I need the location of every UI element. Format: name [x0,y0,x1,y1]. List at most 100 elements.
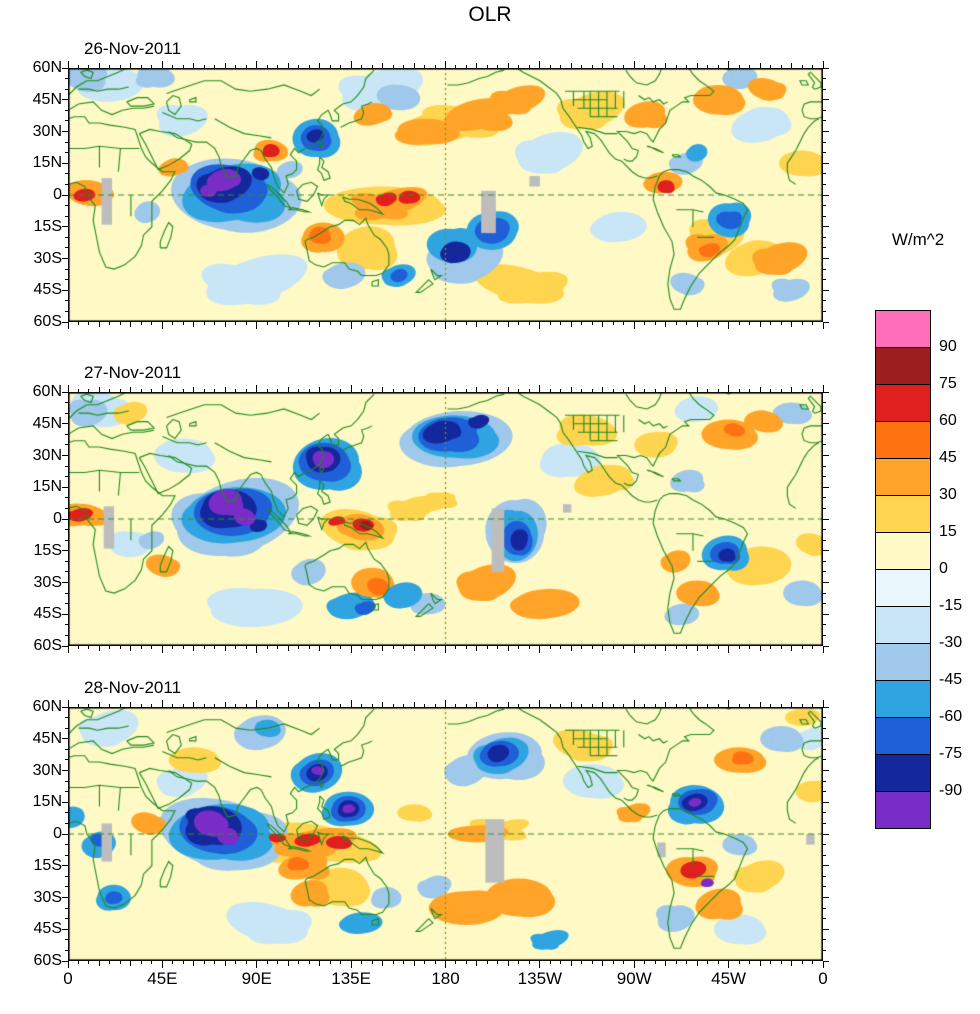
colorbar-swatch [875,347,931,385]
tick-mark [382,702,384,707]
tick-mark [823,152,826,154]
lon-tick-label: 90W [616,969,652,988]
tick-mark [65,310,68,312]
tick-mark [392,704,394,707]
tick-mark [507,646,509,651]
tick-mark [823,289,829,291]
tick-mark [696,961,698,966]
tick-mark [738,961,740,964]
tick-mark [749,389,751,392]
tick-mark [549,322,551,325]
tick-mark [570,387,572,392]
tick-mark [665,702,667,707]
tick-mark [486,961,488,964]
tick-mark [65,812,68,814]
tick-mark [539,700,541,707]
tick-mark [823,592,826,594]
tick-mark [172,646,174,649]
tick-mark [65,748,68,750]
tick-mark [581,65,583,68]
tick-mark [182,961,184,964]
lat-tick-label: 0 [53,825,62,842]
tick-mark [245,646,247,649]
tick-mark [65,279,68,281]
tick-mark [62,226,68,228]
tick-mark [65,918,68,920]
tick-mark [633,961,635,968]
lat-tick-label: 45S [33,605,62,623]
tick-mark [266,389,268,392]
tick-mark [224,646,226,651]
lat-tick-label: 60S [33,313,62,330]
tick-mark [98,63,100,68]
map-panel-1: 26-Nov-2011 60N 45N 30N 15N 0 15S 30S 45S 60S [33,39,829,330]
tick-mark [823,907,826,909]
tick-mark [823,268,826,270]
tick-mark [424,961,426,964]
tick-mark [298,961,300,964]
tick-mark [823,120,826,122]
tick-mark [298,704,300,707]
tick-mark [823,402,826,404]
tick-mark [549,961,551,964]
tick-mark [633,700,635,707]
tick-mark [382,961,384,966]
tick-mark [696,702,698,707]
tick-mark [266,646,268,649]
tick-mark [424,389,426,392]
tick-mark [403,961,405,964]
tick-mark [486,389,488,392]
tick-mark [823,205,826,207]
tick-mark [612,322,614,325]
tick-mark [823,886,826,888]
tick-mark [823,391,829,393]
tick-mark [445,61,446,68]
tick-mark [203,65,205,68]
tick-mark [65,717,68,719]
tick-mark [497,961,499,964]
tick-mark [340,704,342,707]
tick-mark [823,310,826,312]
tick-mark [98,387,100,392]
tick-mark [602,702,604,707]
tick-mark [382,322,384,327]
tick-mark [235,322,237,325]
tick-mark [203,322,205,325]
tick-mark [644,65,646,68]
tick-mark [277,961,279,964]
tick-mark [654,646,656,649]
tick-mark [161,700,163,707]
tick-mark [455,389,457,392]
tick-mark [823,727,826,729]
tick-mark [749,322,751,325]
tick-mark [528,322,530,325]
tick-mark [696,63,698,68]
tick-mark [801,65,803,68]
tick-mark [823,433,826,435]
tick-mark [560,322,562,325]
tick-mark [528,961,530,964]
tick-mark [119,646,121,649]
tick-mark [62,131,68,132]
colorbar-swatch [875,606,931,644]
tick-mark [612,389,614,392]
colorbar-swatch [875,791,931,829]
tick-mark [686,646,688,649]
tick-mark [62,960,68,962]
tick-mark [823,854,826,856]
tick-mark [507,702,509,707]
colorbar-tick-label: 0 [939,560,948,577]
tick-mark [182,65,184,68]
tick-mark [266,704,268,707]
tick-mark [62,897,68,898]
tick-mark [823,560,826,562]
tick-mark [455,646,457,649]
tick-mark [119,704,121,707]
tick-mark [686,961,688,964]
tick-mark [612,646,614,649]
tick-mark [465,646,467,649]
tick-mark [823,247,826,249]
tick-mark [654,961,656,964]
tick-mark [65,529,68,531]
tick-mark [654,65,656,68]
